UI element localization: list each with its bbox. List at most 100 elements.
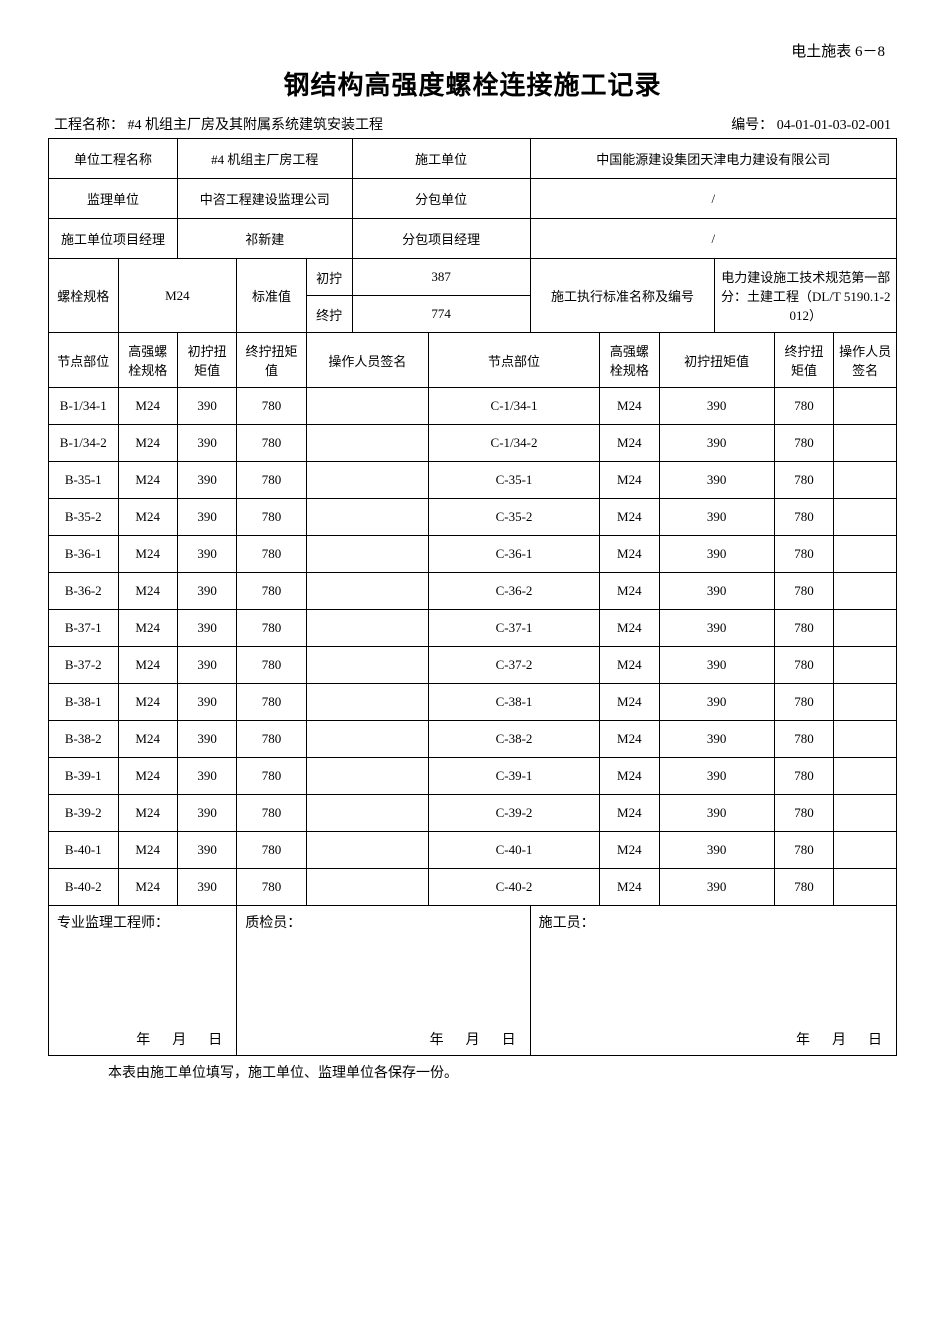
cell: 780: [774, 758, 833, 795]
cell: C-35-2: [428, 499, 599, 536]
cell: M24: [118, 869, 177, 906]
sig-sup-eng: 专业监理工程师： 年 月 日: [49, 906, 237, 1056]
label-sub-unit: 分包单位: [352, 179, 530, 219]
cell: C-1/34-2: [428, 425, 599, 462]
col-init-left: 初拧扭矩值: [177, 333, 236, 388]
cell: 390: [659, 795, 774, 832]
form-code: 电土施表 6－8: [48, 40, 897, 61]
col-init-right: 初拧扭矩值: [659, 333, 774, 388]
cell: B-35-2: [49, 499, 119, 536]
cell: C-40-2: [428, 869, 599, 906]
cell: [834, 425, 897, 462]
table-row: B-40-1M24390780C-40-1M24390780: [49, 832, 897, 869]
project-name-label: 工程名称：: [54, 118, 124, 133]
cell: B-39-1: [49, 758, 119, 795]
table-row: B-36-1M24390780C-36-1M24390780: [49, 536, 897, 573]
cell: B-40-1: [49, 832, 119, 869]
cell: 780: [237, 869, 307, 906]
doc-no-value: 04-01-01-03-02-001: [777, 118, 891, 133]
cell: M24: [600, 573, 659, 610]
cell: [834, 795, 897, 832]
sig-constructor: 施工员： 年 月 日: [530, 906, 896, 1056]
cell: M24: [600, 388, 659, 425]
table-row: B-1/34-2M24390780C-1/34-2M24390780: [49, 425, 897, 462]
col-sign-right: 操作人员签名: [834, 333, 897, 388]
cell: [834, 684, 897, 721]
cell: 780: [774, 425, 833, 462]
cell: C-40-1: [428, 832, 599, 869]
cell: [834, 758, 897, 795]
label-initial: 初拧: [306, 259, 352, 296]
val-sub-pm: /: [530, 219, 896, 259]
cell: 780: [237, 758, 307, 795]
cell: M24: [118, 462, 177, 499]
col-node-left: 节点部位: [49, 333, 119, 388]
cell: 780: [237, 647, 307, 684]
cell: 780: [774, 832, 833, 869]
label-construction-unit: 施工单位: [352, 139, 530, 179]
cell: 390: [659, 462, 774, 499]
cell: C-38-2: [428, 721, 599, 758]
col-final-left: 终拧扭矩值: [237, 333, 307, 388]
table-row: B-39-2M24390780C-39-2M24390780: [49, 795, 897, 832]
label-supervision-unit: 监理单位: [49, 179, 178, 219]
cell: 780: [237, 684, 307, 721]
cell: 390: [659, 610, 774, 647]
cell: 390: [659, 388, 774, 425]
col-final-right: 终拧扭矩值: [774, 333, 833, 388]
cell: 390: [177, 758, 236, 795]
cell: M24: [118, 795, 177, 832]
sig-date-3: 年 月 日: [796, 1029, 886, 1049]
sig-qc: 质检员： 年 月 日: [237, 906, 530, 1056]
cell: M24: [600, 462, 659, 499]
cell: [306, 573, 428, 610]
cell: M24: [600, 758, 659, 795]
cell: M24: [118, 610, 177, 647]
cell: [306, 388, 428, 425]
cell: 780: [237, 610, 307, 647]
cell: 780: [774, 684, 833, 721]
cell: 390: [659, 758, 774, 795]
cell: M24: [118, 388, 177, 425]
cell: 780: [237, 721, 307, 758]
cell: C-38-1: [428, 684, 599, 721]
table-row: B-38-2M24390780C-38-2M24390780: [49, 721, 897, 758]
cell: M24: [600, 610, 659, 647]
cell: [834, 462, 897, 499]
table-row: B-35-1M24390780C-35-1M24390780: [49, 462, 897, 499]
label-exec-std: 施工执行标准名称及编号: [530, 259, 715, 333]
cell: 780: [237, 425, 307, 462]
cell: C-37-1: [428, 610, 599, 647]
cell: B-38-1: [49, 684, 119, 721]
cell: [306, 647, 428, 684]
val-pm: 祁新建: [177, 219, 352, 259]
table-row: B-40-2M24390780C-40-2M24390780: [49, 869, 897, 906]
cell: B-37-1: [49, 610, 119, 647]
cell: M24: [118, 499, 177, 536]
table-row: B-35-2M24390780C-35-2M24390780: [49, 499, 897, 536]
cell: 780: [237, 795, 307, 832]
cell: 780: [774, 573, 833, 610]
cell: 780: [237, 536, 307, 573]
cell: M24: [600, 647, 659, 684]
cell: M24: [118, 536, 177, 573]
cell: [306, 795, 428, 832]
cell: 780: [774, 388, 833, 425]
record-table: 单位工程名称 #4 机组主厂房工程 施工单位 中国能源建设集团天津电力建设有限公…: [48, 138, 897, 1056]
cell: 390: [659, 832, 774, 869]
cell: 780: [774, 462, 833, 499]
table-row: B-37-1M24390780C-37-1M24390780: [49, 610, 897, 647]
cell: 390: [177, 795, 236, 832]
label-final: 终拧: [306, 296, 352, 333]
cell: 780: [774, 536, 833, 573]
cell: M24: [118, 573, 177, 610]
cell: 390: [177, 647, 236, 684]
cell: 780: [774, 610, 833, 647]
cell: 390: [659, 573, 774, 610]
table-row: B-39-1M24390780C-39-1M24390780: [49, 758, 897, 795]
cell: 390: [177, 536, 236, 573]
cell: 390: [177, 425, 236, 462]
cell: [306, 758, 428, 795]
label-bolt-spec: 螺栓规格: [49, 259, 119, 333]
cell: B-38-2: [49, 721, 119, 758]
